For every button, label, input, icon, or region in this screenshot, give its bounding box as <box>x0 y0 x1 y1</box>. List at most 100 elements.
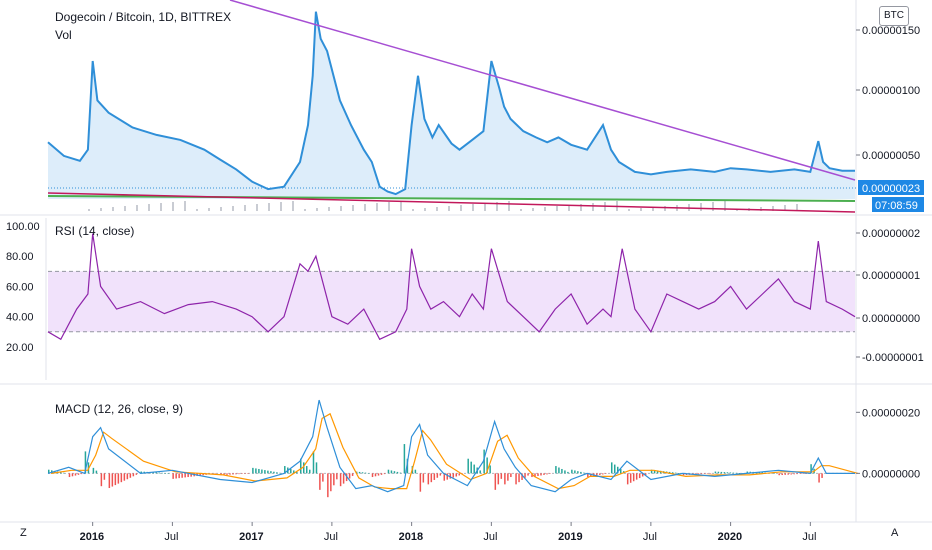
volume-label: Vol <box>55 28 72 42</box>
time-tick-label: Jul <box>802 531 816 543</box>
macd-histogram-bar <box>54 470 56 474</box>
macd-histogram-bar <box>778 473 780 476</box>
macd-histogram-bar <box>190 473 192 477</box>
macd-histogram-bar <box>700 473 703 475</box>
macd-histogram-bar <box>732 472 735 474</box>
macd-histogram-bar <box>650 469 653 474</box>
time-tick-label: 2016 <box>80 531 104 543</box>
macd-histogram-bar <box>641 473 644 477</box>
macd-histogram-bar <box>279 472 281 474</box>
macd-histogram-bar <box>534 473 536 477</box>
macd-histogram-bar <box>181 473 183 478</box>
macd-histogram-bar <box>706 473 709 474</box>
macd-histogram-bar <box>489 465 491 474</box>
volume-bar <box>544 207 546 211</box>
macd-histogram-bar <box>63 472 65 474</box>
red-trendline <box>47 192 856 213</box>
macd-histogram-bar <box>793 473 795 475</box>
volume-bar <box>268 203 270 211</box>
macd-histogram-bar <box>135 473 138 475</box>
macd-histogram-bar <box>784 473 786 475</box>
macd-histogram-bar <box>68 473 71 478</box>
volume-bar <box>100 208 102 211</box>
macd-histogram-bar <box>671 472 674 474</box>
volume-bar <box>232 206 234 211</box>
volume-bar <box>784 205 786 211</box>
macd-histogram-bar <box>238 473 240 475</box>
time-tick-label: Jul <box>164 531 178 543</box>
macd-histogram-bar <box>229 473 231 475</box>
macd-histogram-bar <box>129 473 132 478</box>
macd-histogram-bar <box>336 473 338 480</box>
zoom-reset-button[interactable]: Z <box>20 527 27 539</box>
macd-histogram-bar <box>387 469 390 474</box>
macd-histogram-bar <box>773 473 776 474</box>
macd-histogram-bar <box>123 473 126 481</box>
macd-histogram-bar <box>467 458 469 474</box>
volume-bar <box>592 203 594 211</box>
macd-histogram-bar <box>319 473 321 490</box>
macd-histogram-bar <box>527 473 529 476</box>
macd-histogram-bar <box>241 473 243 474</box>
macd-histogram-bar <box>596 473 598 476</box>
macd-histogram-bar <box>92 467 95 474</box>
volume-bar <box>700 203 702 211</box>
macd-histogram-bar <box>396 471 399 474</box>
countdown-label: 07:08:59 <box>875 200 918 212</box>
price-tick-label: 0.00000150 <box>862 25 920 37</box>
macd-histogram-bar <box>638 473 641 479</box>
macd-histogram-bar <box>84 451 87 474</box>
macd-histogram-bar <box>626 473 629 485</box>
rsi-right-tick-label: -0.00000001 <box>862 352 924 364</box>
macd-histogram-bar <box>167 473 170 474</box>
volume-bar <box>568 205 570 211</box>
macd-histogram-bar <box>587 473 589 478</box>
macd-histogram-bar <box>723 472 726 474</box>
volume-bar <box>460 205 462 211</box>
macd-histogram-bar <box>103 473 106 480</box>
macd-histogram-bar <box>267 470 269 474</box>
macd-right-tick-label: 0.00000000 <box>862 468 920 480</box>
macd-histogram-bar <box>383 473 386 475</box>
time-tick-label: 2018 <box>399 531 423 543</box>
macd-histogram-bar <box>264 470 266 474</box>
volume-bar <box>88 209 90 211</box>
macd-histogram-bar <box>738 473 741 474</box>
macd-histogram-bar <box>364 472 367 474</box>
macd-histogram-bar <box>810 464 812 474</box>
currency-button[interactable]: BTC <box>879 6 909 26</box>
volume-bar <box>376 203 378 211</box>
rsi-title: RSI (14, close) <box>55 224 134 238</box>
macd-title: MACD (12, 26, close, 9) <box>55 402 183 416</box>
macd-histogram-bar <box>439 473 442 476</box>
macd-histogram-bar <box>235 473 237 475</box>
price-line <box>47 11 855 196</box>
volume-bar <box>520 209 522 211</box>
volume-bar <box>472 204 474 211</box>
macd-histogram-bar <box>674 472 677 474</box>
macd-histogram-bar <box>164 473 167 474</box>
macd-histogram-bar <box>155 472 158 474</box>
volume-bar <box>736 209 738 211</box>
time-tick-label: 2020 <box>718 531 742 543</box>
time-tick-label: Jul <box>643 531 657 543</box>
macd-histogram-bar <box>443 473 446 481</box>
macd-histogram-bar <box>390 470 393 474</box>
macd-histogram-bar <box>761 472 764 474</box>
macd-histogram-bar <box>226 473 228 475</box>
macd-histogram-bar <box>602 473 604 475</box>
macd-histogram-bar <box>175 473 177 479</box>
macd-histogram-bar <box>561 468 563 474</box>
macd-histogram-bar <box>531 473 533 478</box>
macd-histogram-bar <box>374 473 377 477</box>
macd-histogram-bar <box>100 473 103 487</box>
rsi-tick-label: 40.00 <box>6 312 34 324</box>
macd-histogram-bar <box>351 473 354 476</box>
volume-bar <box>484 203 486 211</box>
auto-scale-button[interactable]: A <box>891 527 899 539</box>
volume-bar <box>256 204 258 211</box>
macd-histogram-bar <box>108 473 111 489</box>
volume-bar <box>352 205 354 211</box>
